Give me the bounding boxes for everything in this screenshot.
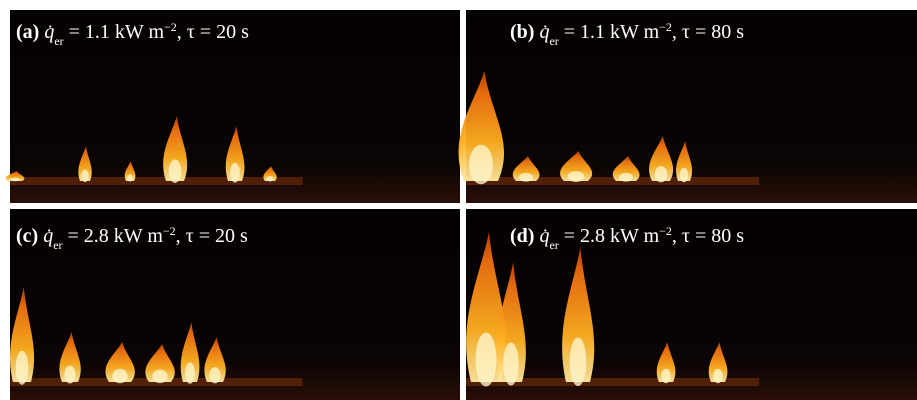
flame-core <box>619 173 633 182</box>
flame-core <box>503 342 518 385</box>
subscript: er <box>53 238 62 252</box>
flame-core <box>570 337 587 386</box>
superscript: −2 <box>163 224 176 238</box>
caption-tail: , τ = 20 s <box>176 225 248 247</box>
subscript: er <box>54 34 63 48</box>
flame-core <box>112 369 127 383</box>
caption-tail: , τ = 20 s <box>177 21 249 43</box>
caption-tail: , τ = 80 s <box>672 225 744 247</box>
flame-core <box>519 173 533 182</box>
flame-core <box>185 362 195 384</box>
flame-core <box>655 166 668 182</box>
superscript: −2 <box>659 20 672 34</box>
ember-bed <box>466 177 759 185</box>
caption-text: = 2.8 kW m <box>68 225 164 247</box>
panel-label: (d) <box>510 225 534 247</box>
figure: (a)q̇er= 1.1 kW m−2, τ = 20 s (b)q̇er= 1… <box>0 0 917 400</box>
flame-core <box>64 366 75 384</box>
subscript: er <box>549 34 558 48</box>
flame-core <box>469 145 493 185</box>
flame-core <box>230 163 240 183</box>
flame-core <box>680 168 688 182</box>
caption-text: = 1.1 kW m <box>564 21 660 43</box>
symbol: q̇ <box>539 21 549 43</box>
flame-core <box>10 178 20 182</box>
flame-core <box>16 351 29 385</box>
flame-core <box>267 176 274 181</box>
flame-core <box>568 171 585 182</box>
caption-text: = 1.1 kW m <box>69 21 165 43</box>
panel-label: (c) <box>16 225 38 247</box>
ember-bed <box>10 177 303 185</box>
symbol: q̇ <box>44 21 54 43</box>
superscript: −2 <box>659 224 672 238</box>
flame-core <box>476 333 497 387</box>
panel-label: (a) <box>16 21 39 43</box>
superscript: −2 <box>164 20 177 34</box>
flame-core <box>169 160 182 183</box>
panel-label: (b) <box>510 21 534 43</box>
flame-core <box>82 169 89 182</box>
caption-tail: , τ = 80 s <box>672 21 744 43</box>
flame-core <box>152 369 167 383</box>
flame-core <box>713 369 723 383</box>
caption-text: = 2.8 kW m <box>564 225 660 247</box>
symbol: q̇ <box>539 225 549 247</box>
symbol: q̇ <box>43 225 53 247</box>
flame-core <box>661 369 671 383</box>
subscript: er <box>549 238 558 252</box>
flame-core <box>209 367 220 383</box>
flame-core <box>127 174 133 181</box>
